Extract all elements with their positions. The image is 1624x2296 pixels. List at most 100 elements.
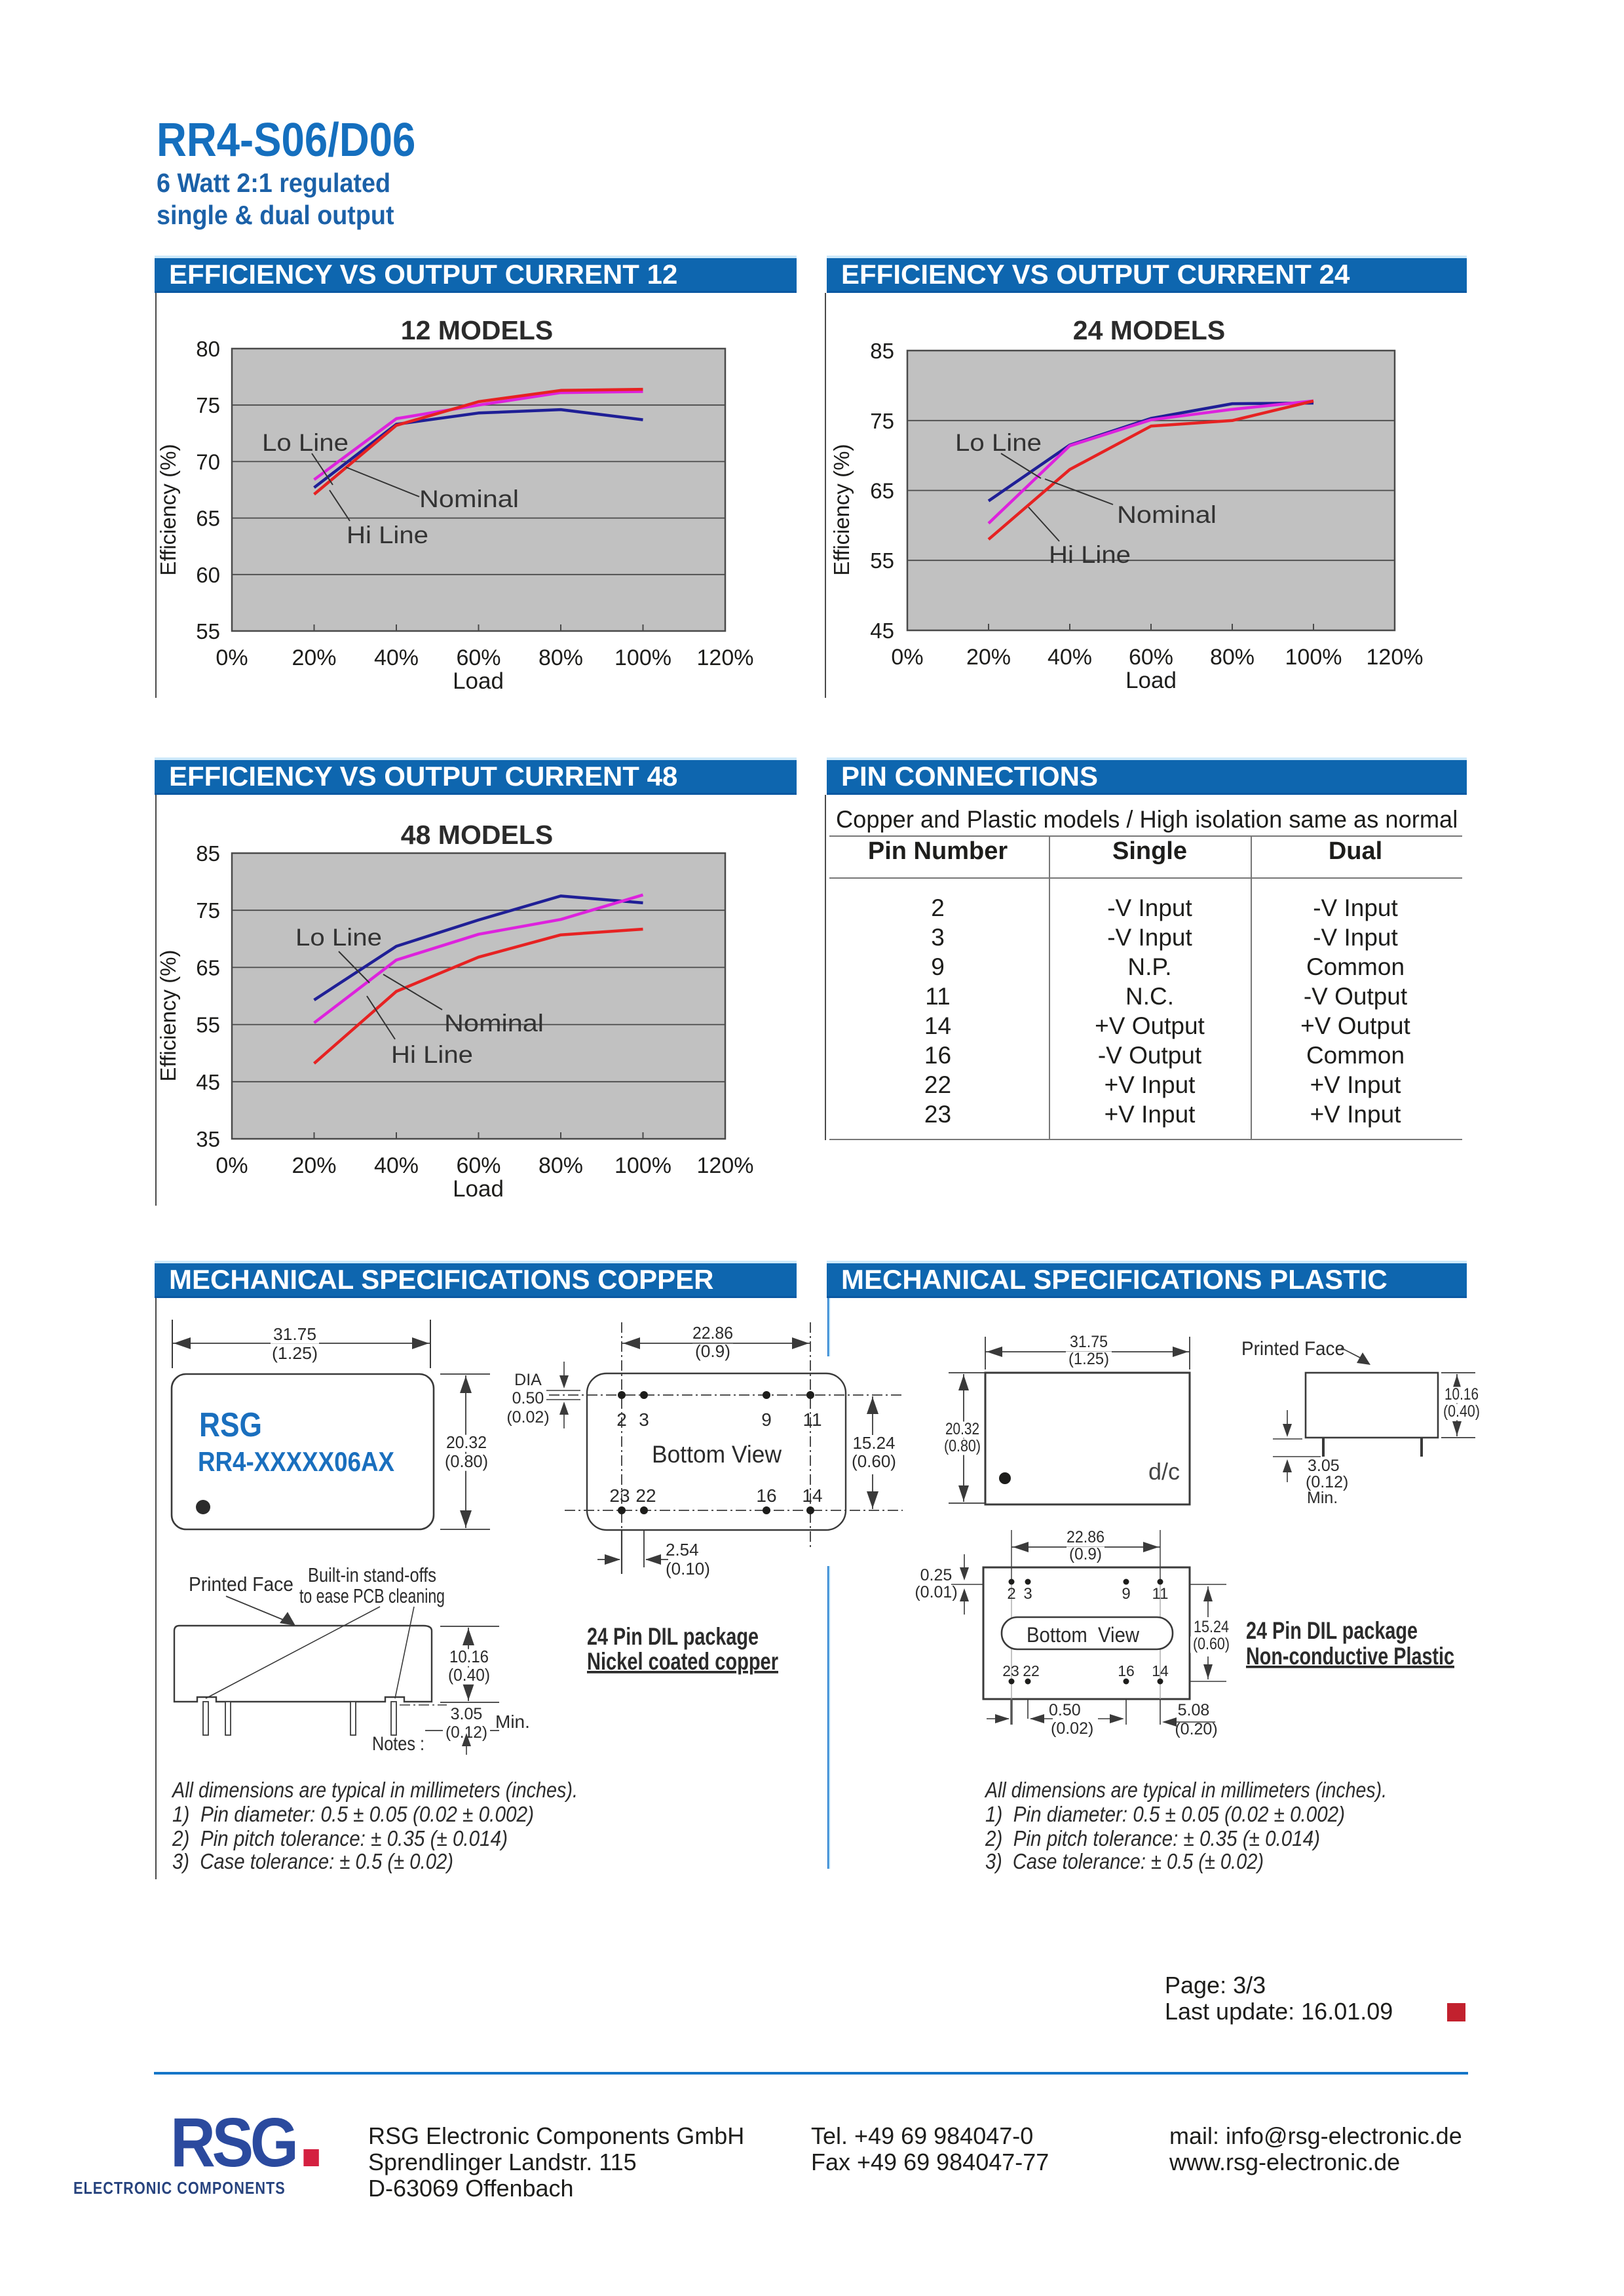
svg-text:3) Case tolerance: ± 0.5 (± 0: 3) Case tolerance: ± 0.5 (± 0.02) <box>172 1849 453 1873</box>
svg-text:Hi Line: Hi Line <box>347 522 428 548</box>
svg-text:100%: 100% <box>614 1153 671 1178</box>
svg-text:Load: Load <box>1125 668 1177 693</box>
svg-text:11: 11 <box>803 1409 821 1430</box>
svg-text:100%: 100% <box>1285 645 1342 670</box>
svg-text:22: 22 <box>635 1485 656 1506</box>
svg-text:15.24: 15.24 <box>852 1433 895 1453</box>
svg-text:(0.20): (0.20) <box>1175 1720 1217 1738</box>
svg-text:2: 2 <box>616 1409 627 1430</box>
svg-text:23: 23 <box>1002 1662 1019 1679</box>
svg-text:Min.: Min. <box>1307 1489 1338 1507</box>
svg-text:85: 85 <box>870 339 894 363</box>
svg-text:(0.9): (0.9) <box>695 1341 730 1361</box>
svg-text:9: 9 <box>1122 1585 1130 1603</box>
svg-text:Nominal: Nominal <box>1117 501 1217 528</box>
svg-text:14: 14 <box>802 1485 822 1506</box>
svg-text:Nominal: Nominal <box>419 486 519 512</box>
svg-text:20%: 20% <box>966 645 1011 670</box>
svg-text:40%: 40% <box>374 1153 419 1178</box>
svg-text:0.50: 0.50 <box>512 1389 544 1407</box>
svg-text:(0.12): (0.12) <box>1306 1473 1348 1491</box>
svg-text:Load: Load <box>453 668 504 694</box>
svg-text:0%: 0% <box>216 645 248 670</box>
svg-text:Lo Line: Lo Line <box>295 924 382 951</box>
svg-text:(0.10): (0.10) <box>666 1559 710 1578</box>
svg-text:RR4-XXXXX06AX: RR4-XXXXX06AX <box>198 1446 394 1477</box>
svg-text:40%: 40% <box>374 645 419 670</box>
svg-text:10.16: 10.16 <box>1445 1385 1479 1404</box>
svg-text:0.50: 0.50 <box>1049 1701 1081 1719</box>
svg-text:55: 55 <box>196 619 220 643</box>
svg-text:to ease PCB cleaning: to ease PCB cleaning <box>299 1584 445 1607</box>
svg-text:(0.60): (0.60) <box>852 1451 896 1471</box>
svg-text:35: 35 <box>196 1127 220 1151</box>
svg-text:75: 75 <box>870 409 894 433</box>
svg-text:45: 45 <box>196 1070 220 1094</box>
svg-text:80%: 80% <box>1210 645 1255 670</box>
svg-text:Printed Face: Printed Face <box>1241 1338 1345 1360</box>
svg-text:1) Pin diameter: 0.5 ± 0.05 (: 1) Pin diameter: 0.5 ± 0.05 (0.02 ± 0.00… <box>985 1802 1345 1826</box>
svg-text:16: 16 <box>1118 1662 1135 1679</box>
svg-text:22: 22 <box>1023 1662 1040 1679</box>
svg-text:Min.: Min. <box>495 1712 530 1732</box>
svg-text:(1.25): (1.25) <box>272 1343 318 1363</box>
svg-text:Lo Line: Lo Line <box>955 429 1042 456</box>
svg-text:d/c: d/c <box>1148 1458 1180 1485</box>
svg-text:Bottom View: Bottom View <box>1027 1623 1140 1647</box>
svg-text:Nickel coated copper: Nickel coated copper <box>587 1648 778 1675</box>
svg-text:3) Case tolerance: ± 0.5 (± 0: 3) Case tolerance: ± 0.5 (± 0.02) <box>985 1849 1264 1873</box>
svg-text:3: 3 <box>1023 1585 1032 1603</box>
svg-text:Efficiency (%): Efficiency (%) <box>829 444 854 575</box>
svg-text:55: 55 <box>196 1013 220 1037</box>
svg-text:80: 80 <box>196 337 220 361</box>
svg-text:Hi Line: Hi Line <box>391 1041 473 1068</box>
svg-text:48 MODELS: 48 MODELS <box>401 820 553 850</box>
svg-text:3.05: 3.05 <box>1308 1457 1340 1475</box>
svg-text:65: 65 <box>196 955 220 980</box>
svg-text:60%: 60% <box>456 1153 500 1178</box>
svg-text:11: 11 <box>1152 1585 1169 1603</box>
svg-text:(1.25): (1.25) <box>1068 1350 1109 1368</box>
svg-text:14: 14 <box>1152 1662 1169 1679</box>
svg-text:2.54: 2.54 <box>666 1540 699 1559</box>
svg-text:Built-in stand-offs: Built-in stand-offs <box>308 1563 436 1586</box>
svg-text:(0.40): (0.40) <box>1443 1402 1480 1421</box>
svg-text:22.86: 22.86 <box>692 1323 733 1343</box>
svg-text:(0.02): (0.02) <box>506 1408 549 1426</box>
svg-text:75: 75 <box>196 393 220 417</box>
svg-text:Load: Load <box>453 1176 504 1202</box>
svg-text:Hi Line: Hi Line <box>1049 541 1131 568</box>
svg-text:9: 9 <box>761 1409 772 1430</box>
svg-text:0%: 0% <box>216 1153 248 1178</box>
svg-text:All dimensions are typical in: All dimensions are typical in millimeter… <box>171 1778 578 1802</box>
svg-text:80%: 80% <box>538 1153 583 1178</box>
svg-text:Notes :: Notes : <box>372 1733 425 1755</box>
svg-text:31.75: 31.75 <box>1070 1333 1108 1351</box>
svg-text:100%: 100% <box>614 645 671 670</box>
svg-text:65: 65 <box>870 479 894 503</box>
svg-text:3.05: 3.05 <box>451 1705 483 1723</box>
svg-text:65: 65 <box>196 507 220 531</box>
svg-text:(0.40): (0.40) <box>448 1665 490 1685</box>
svg-text:22.86: 22.86 <box>1067 1528 1105 1546</box>
svg-text:15.24: 15.24 <box>1194 1618 1229 1636</box>
svg-text:1) Pin diameter: 0.5 ± 0.05 (: 1) Pin diameter: 0.5 ± 0.05 (0.02 ± 0.00… <box>172 1802 534 1826</box>
svg-text:70: 70 <box>196 450 220 474</box>
svg-text:Lo Line: Lo Line <box>262 429 349 456</box>
svg-text:20%: 20% <box>292 645 336 670</box>
svg-text:(0.80): (0.80) <box>445 1451 488 1471</box>
svg-text:20%: 20% <box>292 1153 336 1178</box>
svg-text:(0.02): (0.02) <box>1051 1719 1093 1738</box>
svg-text:120%: 120% <box>697 645 754 670</box>
svg-text:Bottom View: Bottom View <box>652 1441 782 1468</box>
svg-text:RSG: RSG <box>199 1406 262 1444</box>
svg-text:85: 85 <box>196 841 220 866</box>
svg-text:12 MODELS: 12 MODELS <box>401 315 553 345</box>
svg-text:120%: 120% <box>1367 645 1424 670</box>
svg-text:Nominal: Nominal <box>444 1010 544 1037</box>
svg-text:0.25: 0.25 <box>920 1566 953 1584</box>
svg-text:All dimensions are typical in: All dimensions are typical in millimeter… <box>984 1778 1387 1802</box>
svg-text:120%: 120% <box>697 1153 754 1178</box>
svg-text:(0.80): (0.80) <box>944 1437 981 1455</box>
svg-text:55: 55 <box>870 548 894 573</box>
